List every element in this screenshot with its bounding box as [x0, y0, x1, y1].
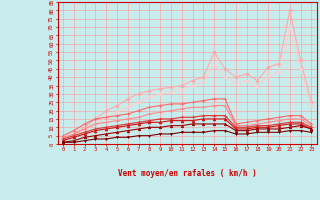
X-axis label: Vent moyen/en rafales ( km/h ): Vent moyen/en rafales ( km/h ) — [118, 169, 257, 178]
